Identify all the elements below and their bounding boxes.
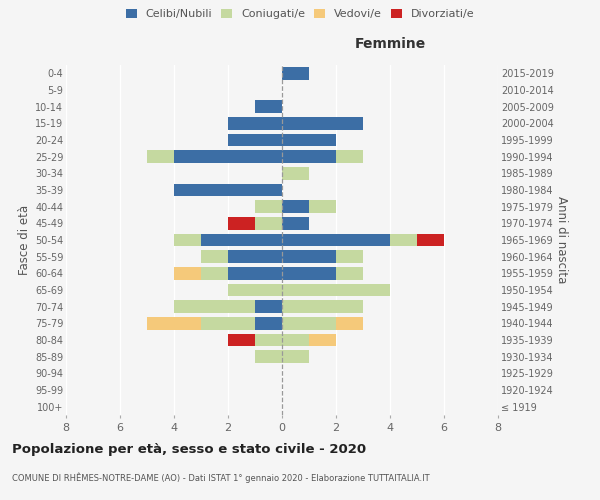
Bar — [174, 234, 201, 246]
Bar — [228, 117, 282, 130]
Bar — [282, 200, 309, 213]
Bar — [174, 267, 201, 280]
Bar — [255, 300, 282, 313]
Bar — [201, 250, 228, 263]
Bar — [228, 134, 282, 146]
Bar — [282, 150, 336, 163]
Bar — [282, 250, 336, 263]
Text: COMUNE DI RHÊMES-NOTRE-DAME (AO) - Dati ISTAT 1° gennaio 2020 - Elaborazione TUT: COMUNE DI RHÊMES-NOTRE-DAME (AO) - Dati … — [12, 472, 430, 483]
Legend: Celibi/Nubili, Coniugati/e, Vedovi/e, Divorziati/e: Celibi/Nubili, Coniugati/e, Vedovi/e, Di… — [122, 6, 478, 22]
Bar — [309, 200, 336, 213]
Bar — [147, 317, 201, 330]
Bar — [417, 234, 444, 246]
Bar — [282, 167, 309, 179]
Bar — [147, 150, 174, 163]
Bar — [336, 150, 363, 163]
Bar — [390, 234, 417, 246]
Bar — [228, 250, 282, 263]
Bar — [282, 134, 336, 146]
Bar — [282, 117, 363, 130]
Bar — [336, 250, 363, 263]
Bar — [309, 334, 336, 346]
Bar — [174, 184, 282, 196]
Bar — [255, 350, 282, 363]
Bar — [282, 284, 390, 296]
Bar — [282, 234, 390, 246]
Y-axis label: Fasce di età: Fasce di età — [17, 205, 31, 275]
Bar — [201, 267, 228, 280]
Bar — [255, 217, 282, 230]
Bar — [255, 100, 282, 113]
Bar — [228, 217, 255, 230]
Bar — [201, 234, 282, 246]
Text: Popolazione per età, sesso e stato civile - 2020: Popolazione per età, sesso e stato civil… — [12, 442, 366, 456]
Y-axis label: Anni di nascita: Anni di nascita — [554, 196, 568, 284]
Bar — [255, 317, 282, 330]
Bar — [282, 217, 309, 230]
Bar — [174, 150, 282, 163]
Bar — [174, 300, 255, 313]
Bar — [282, 67, 309, 80]
Bar — [282, 334, 309, 346]
Bar — [282, 300, 363, 313]
Bar — [228, 267, 282, 280]
Bar — [228, 334, 255, 346]
Bar — [282, 350, 309, 363]
Bar — [282, 267, 336, 280]
Bar — [282, 317, 336, 330]
Bar — [336, 267, 363, 280]
Text: Femmine: Femmine — [355, 37, 425, 51]
Bar — [255, 334, 282, 346]
Bar — [228, 284, 282, 296]
Bar — [255, 200, 282, 213]
Bar — [336, 317, 363, 330]
Bar — [201, 317, 255, 330]
